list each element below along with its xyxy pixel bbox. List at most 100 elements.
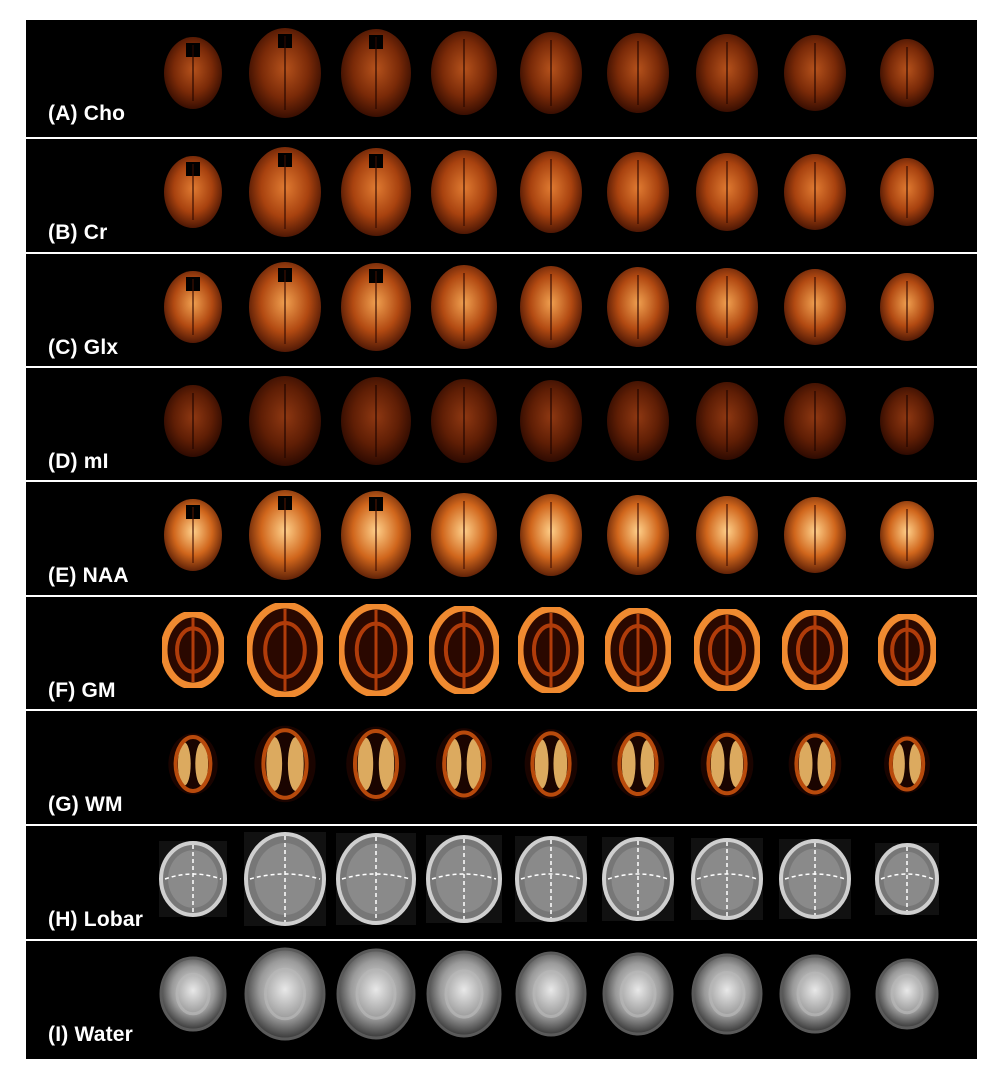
- brain-slice-cr-9: [878, 156, 936, 228]
- brain-slice-cho-4: [429, 29, 499, 117]
- row-divider: [26, 366, 977, 368]
- brain-slice-naa-3: [339, 489, 413, 581]
- row-naa: (E) NAA: [26, 482, 977, 596]
- brain-slice-glx-1: [162, 269, 224, 345]
- brain-slice-mi-7: [694, 380, 760, 462]
- brain-slice-water-4: [426, 950, 502, 1038]
- brain-slice-water-9: [875, 958, 939, 1030]
- row-divider: [26, 939, 977, 941]
- figure-panel: (A) Cho: [26, 20, 977, 1059]
- brain-slice-lobar-5: [515, 836, 587, 922]
- brain-slice-gm-5: [518, 607, 584, 693]
- row-label-gm: (F) GM: [48, 679, 116, 702]
- brain-slice-wm-4: [429, 720, 499, 808]
- row-label-glx: (C) Glx: [48, 336, 119, 359]
- row-divider: [26, 480, 977, 482]
- brain-slice-lobar-6: [602, 837, 674, 921]
- row-label-wm: (G) WM: [48, 793, 123, 816]
- brain-slice-gm-9: [878, 614, 936, 686]
- row-glx: (C) Glx: [26, 254, 977, 368]
- brain-slice-mi-9: [878, 385, 936, 457]
- brain-slice-naa-5: [518, 492, 584, 578]
- row-divider: [26, 252, 977, 254]
- brain-slice-cr-2: [247, 145, 323, 239]
- brain-slice-cho-2: [247, 26, 323, 120]
- brain-slice-glx-8: [782, 267, 848, 347]
- brain-slice-mi-2: [247, 374, 323, 468]
- brain-slice-wm-9: [878, 728, 936, 800]
- brain-slice-lobar-4: [426, 835, 502, 923]
- brain-slice-glx-7: [694, 266, 760, 348]
- brain-slice-gm-7: [694, 609, 760, 691]
- brain-slice-wm-7: [694, 723, 760, 805]
- brain-slice-wm-2: [247, 717, 323, 811]
- brain-slice-naa-4: [429, 491, 499, 579]
- brain-slice-wm-8: [782, 724, 848, 804]
- brain-slice-cho-5: [518, 30, 584, 116]
- row-label-water: (I) Water: [48, 1023, 134, 1046]
- brain-slice-mi-3: [339, 375, 413, 467]
- row-divider: [26, 595, 977, 597]
- brain-slice-water-5: [515, 951, 587, 1037]
- brain-slice-cr-5: [518, 149, 584, 235]
- brain-slice-water-3: [336, 948, 416, 1040]
- brain-slice-glx-4: [429, 263, 499, 351]
- brain-slice-naa-9: [878, 499, 936, 571]
- brain-slice-gm-6: [605, 608, 671, 692]
- brain-slice-gm-2: [247, 603, 323, 697]
- brain-slice-cho-1: [162, 35, 224, 111]
- brain-slice-mi-6: [605, 379, 671, 463]
- brain-slice-water-7: [691, 953, 763, 1035]
- brain-slice-cr-3: [339, 146, 413, 238]
- row-water: (I) Water: [26, 941, 977, 1055]
- row-divider: [26, 709, 977, 711]
- row-cr: (B) Cr: [26, 139, 977, 253]
- brain-slice-water-8: [779, 954, 851, 1034]
- brain-slice-naa-1: [162, 497, 224, 573]
- brain-slice-lobar-3: [336, 833, 416, 925]
- row-label-naa: (E) NAA: [48, 564, 129, 587]
- brain-slice-glx-6: [605, 265, 671, 349]
- row-wm: (G) WM: [26, 711, 977, 825]
- row-divider: [26, 824, 977, 826]
- brain-slice-cho-3: [339, 27, 413, 119]
- brain-slice-lobar-9: [875, 843, 939, 915]
- row-gm: (F) GM: [26, 597, 977, 711]
- row-label-cr: (B) Cr: [48, 221, 108, 244]
- brain-slice-mi-4: [429, 377, 499, 465]
- brain-slice-glx-2: [247, 260, 323, 354]
- brain-slice-naa-7: [694, 494, 760, 576]
- brain-slice-cr-4: [429, 148, 499, 236]
- row-lobar: (H) Lobar: [26, 826, 977, 940]
- brain-slice-cho-7: [694, 32, 760, 114]
- brain-slice-cr-8: [782, 152, 848, 232]
- brain-slice-water-2: [244, 947, 326, 1041]
- brain-slice-lobar-7: [691, 838, 763, 920]
- brain-slice-lobar-2: [244, 832, 326, 926]
- brain-slice-cr-6: [605, 150, 671, 234]
- brain-slice-cho-8: [782, 33, 848, 113]
- brain-slice-gm-4: [429, 606, 499, 694]
- brain-slice-wm-6: [605, 722, 671, 806]
- brain-slice-wm-3: [339, 718, 413, 810]
- brain-slice-naa-2: [247, 488, 323, 582]
- row-mi: (D) mI: [26, 368, 977, 482]
- row-cho: (A) Cho: [26, 20, 977, 134]
- brain-slice-water-6: [602, 952, 674, 1036]
- brain-slice-cr-1: [162, 154, 224, 230]
- brain-slice-glx-5: [518, 264, 584, 350]
- row-label-cho: (A) Cho: [48, 102, 126, 125]
- brain-slice-mi-5: [518, 378, 584, 464]
- row-label-lobar: (H) Lobar: [48, 908, 144, 931]
- brain-slice-naa-6: [605, 493, 671, 577]
- brain-slice-mi-1: [162, 383, 224, 459]
- row-divider: [26, 137, 977, 139]
- brain-slice-glx-9: [878, 271, 936, 343]
- brain-slice-lobar-1: [159, 841, 227, 917]
- brain-slice-wm-5: [518, 721, 584, 807]
- brain-slice-naa-8: [782, 495, 848, 575]
- brain-slice-wm-1: [162, 726, 224, 802]
- brain-slice-glx-3: [339, 261, 413, 353]
- brain-slice-gm-3: [339, 604, 413, 696]
- brain-slice-cr-7: [694, 151, 760, 233]
